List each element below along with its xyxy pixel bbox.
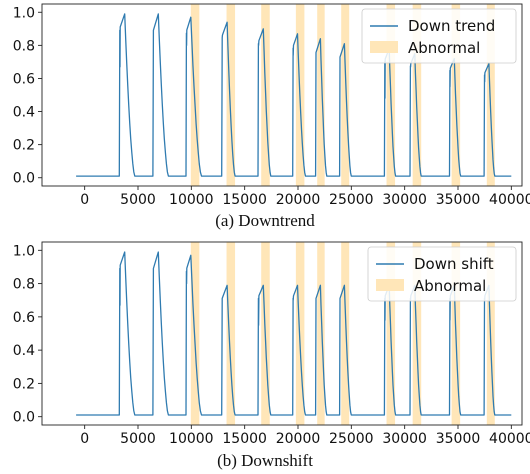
legend-label-abnormal: Abnormal	[414, 277, 486, 295]
y-tick-label: 0.6	[13, 310, 35, 326]
x-tick-label: 0	[80, 192, 89, 208]
abnormal-band	[226, 4, 236, 186]
legend-label-series: Down trend	[408, 17, 495, 35]
abnormal-band	[412, 4, 422, 186]
y-tick-label: 0.8	[13, 277, 35, 293]
abnormal-band	[317, 242, 325, 425]
chart-downshift: 0 5000 10000 15000 20000 25000 30000 35000 40000…	[13, 241, 530, 447]
x-tick-label: 25000	[329, 431, 374, 447]
legend-abnormal-swatch	[376, 279, 404, 291]
x-tick-label: 35000	[436, 431, 481, 447]
caption-downtrend: (a) Downtrend	[215, 211, 315, 230]
y-tick-label: 0.2	[13, 376, 35, 392]
y-tick-label: 0.4	[13, 105, 35, 121]
x-tick-label: 5000	[120, 431, 156, 447]
abnormal-band	[486, 4, 495, 186]
legend-box	[361, 8, 517, 64]
legend: Down trend Abnormal	[361, 8, 517, 64]
x-tick-label: 30000	[382, 192, 427, 208]
x-tick-label: 40000	[489, 431, 530, 447]
y-tick-label: 0.0	[13, 171, 35, 187]
x-tick-label: 35000	[436, 192, 481, 208]
x-tick-label: 15000	[222, 192, 267, 208]
legend-box	[367, 246, 517, 302]
chart-panel-downshift: 0 5000 10000 15000 20000 25000 30000 35000 40000…	[0, 238, 530, 474]
x-tick-label: 25000	[329, 192, 374, 208]
legend-abnormal-swatch	[370, 41, 398, 53]
series-line	[76, 13, 512, 177]
y-tick-label: 0.4	[13, 343, 35, 359]
plot-frame	[41, 3, 523, 187]
abnormal-band	[226, 242, 236, 425]
abnormal-band	[341, 4, 350, 186]
x-tick-label: 20000	[276, 431, 321, 447]
x-tick-label: 10000	[169, 431, 214, 447]
x-tick-label: 0	[80, 431, 89, 447]
y-tick-label: 0.6	[13, 71, 35, 87]
y-tick-label: 0.2	[13, 138, 35, 154]
x-tick-label: 40000	[489, 192, 530, 208]
legend: Down shift Abnormal	[367, 246, 517, 302]
legend-label-series: Down shift	[414, 255, 494, 273]
plot-frame	[41, 241, 523, 426]
legend-label-abnormal: Abnormal	[408, 39, 480, 57]
caption-downshift: (b) Downshift	[217, 451, 313, 470]
y-tick-label: 0.8	[13, 38, 35, 54]
x-tick-label: 5000	[120, 192, 156, 208]
abnormal-band	[317, 4, 325, 186]
x-tick-label: 20000	[276, 192, 321, 208]
x-tick-label: 10000	[169, 192, 214, 208]
chart-downtrend: 0 5000 10000 15000 20000 25000 30000 35000 40000…	[13, 3, 530, 208]
x-tick-label: 30000	[382, 431, 427, 447]
y-tick-label: 0.0	[13, 410, 35, 426]
series-line	[76, 251, 512, 416]
y-tick-label: 1.0	[13, 243, 35, 259]
y-tick-label: 1.0	[13, 5, 35, 21]
chart-panel-downtrend: 0 5000 10000 15000 20000 25000 30000 35000 40000…	[0, 0, 530, 236]
x-tick-label: 15000	[222, 431, 267, 447]
abnormal-band	[341, 242, 350, 425]
